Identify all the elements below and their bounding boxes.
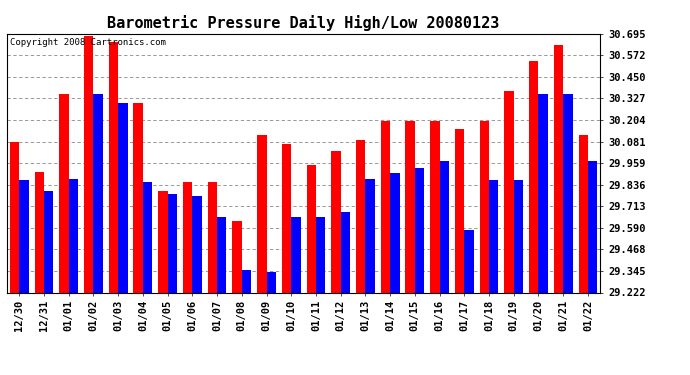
Bar bbox=[10, 142, 19, 292]
Bar bbox=[143, 182, 152, 292]
Bar bbox=[406, 121, 415, 292]
Bar bbox=[84, 36, 93, 292]
Bar bbox=[266, 272, 276, 292]
Bar bbox=[415, 168, 424, 292]
Bar bbox=[193, 196, 201, 292]
Bar bbox=[331, 151, 341, 292]
Bar bbox=[430, 121, 440, 292]
Bar bbox=[133, 103, 143, 292]
Bar bbox=[44, 191, 53, 292]
Bar bbox=[366, 178, 375, 292]
Bar bbox=[316, 217, 326, 292]
Bar bbox=[464, 230, 474, 292]
Title: Barometric Pressure Daily High/Low 20080123: Barometric Pressure Daily High/Low 20080… bbox=[108, 15, 500, 31]
Bar bbox=[563, 94, 573, 292]
Bar bbox=[59, 94, 69, 292]
Bar bbox=[233, 221, 241, 292]
Bar bbox=[538, 94, 548, 292]
Bar bbox=[208, 182, 217, 292]
Bar bbox=[183, 182, 193, 292]
Bar bbox=[578, 135, 588, 292]
Bar bbox=[588, 161, 598, 292]
Bar bbox=[118, 103, 128, 292]
Bar bbox=[489, 180, 498, 292]
Bar bbox=[19, 180, 29, 292]
Bar bbox=[168, 195, 177, 292]
Bar bbox=[34, 172, 44, 292]
Bar bbox=[455, 129, 464, 292]
Bar bbox=[381, 121, 390, 292]
Bar bbox=[93, 94, 103, 292]
Bar bbox=[109, 42, 118, 292]
Bar bbox=[554, 45, 563, 292]
Bar bbox=[529, 61, 538, 292]
Bar bbox=[514, 180, 523, 292]
Bar bbox=[241, 270, 251, 292]
Bar bbox=[480, 121, 489, 292]
Bar bbox=[440, 161, 449, 292]
Bar bbox=[158, 191, 168, 292]
Bar bbox=[291, 217, 301, 292]
Bar bbox=[282, 144, 291, 292]
Bar bbox=[341, 212, 350, 292]
Bar bbox=[69, 178, 78, 292]
Bar bbox=[306, 165, 316, 292]
Bar bbox=[390, 173, 400, 292]
Bar bbox=[504, 91, 514, 292]
Bar bbox=[257, 135, 266, 292]
Bar bbox=[356, 140, 366, 292]
Text: Copyright 2008 Cartronics.com: Copyright 2008 Cartronics.com bbox=[10, 38, 166, 46]
Bar bbox=[217, 217, 226, 292]
